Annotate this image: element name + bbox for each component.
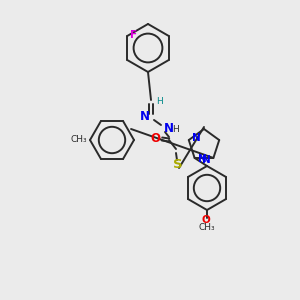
Text: N: N bbox=[192, 133, 200, 143]
Text: S: S bbox=[173, 158, 183, 172]
Text: CH₃: CH₃ bbox=[199, 223, 215, 232]
Text: H: H bbox=[156, 97, 163, 106]
Text: N: N bbox=[164, 122, 174, 136]
Text: N: N bbox=[202, 155, 210, 165]
Text: H: H bbox=[172, 124, 179, 134]
Text: F: F bbox=[130, 30, 137, 40]
Text: N: N bbox=[198, 154, 206, 164]
Text: O: O bbox=[150, 133, 160, 146]
Text: N: N bbox=[140, 110, 150, 124]
Text: CH₃: CH₃ bbox=[70, 136, 87, 145]
Text: O: O bbox=[202, 215, 210, 225]
